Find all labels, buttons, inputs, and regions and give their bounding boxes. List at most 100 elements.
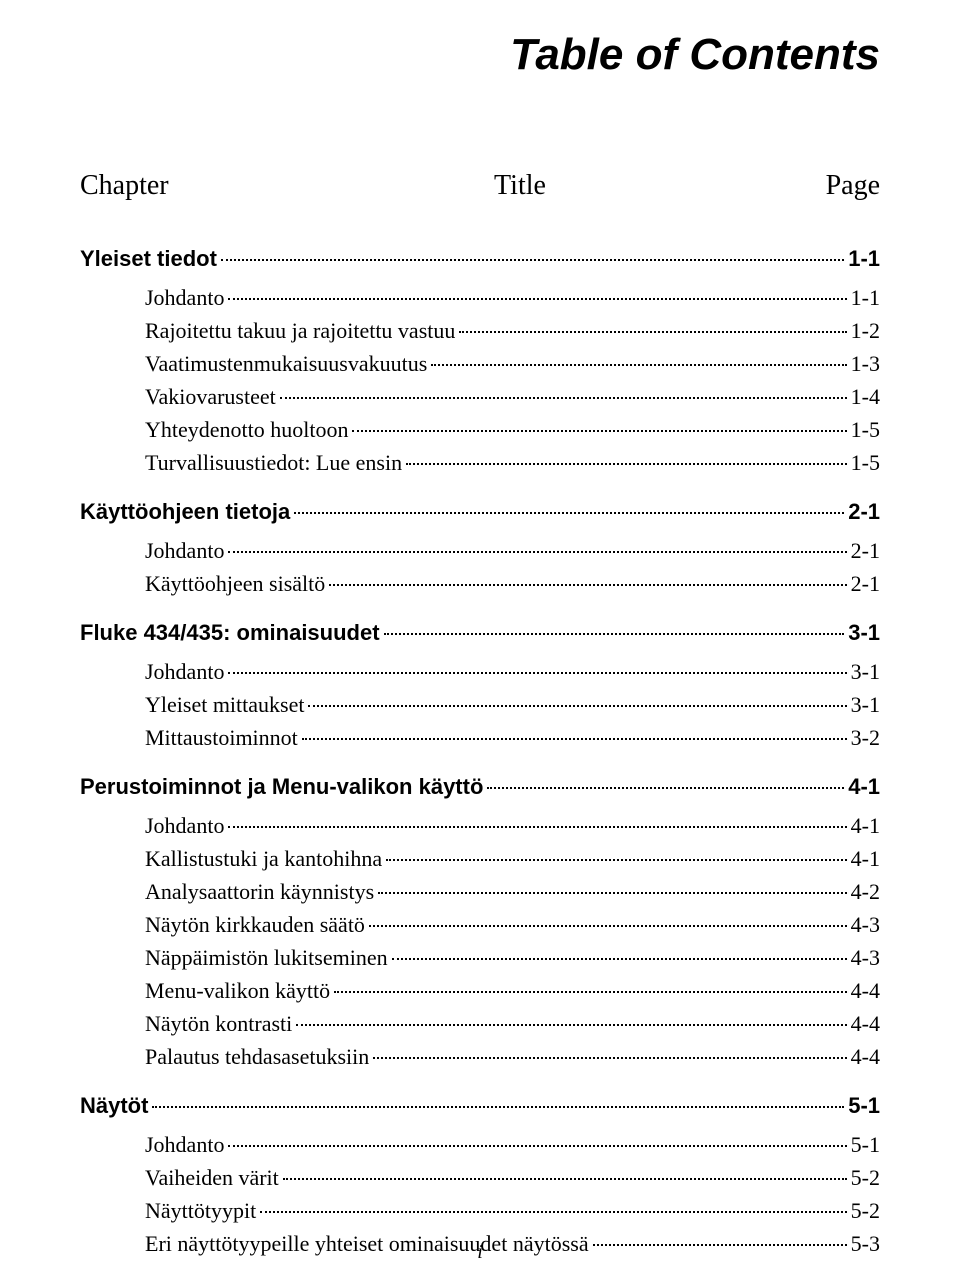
chapter-page: 3-1 — [848, 616, 880, 649]
toc-entry: Näyttötyypit 5-2 — [80, 1194, 880, 1227]
dot-leader — [329, 584, 846, 586]
chapter-page: 4-1 — [848, 770, 880, 803]
dot-leader — [228, 298, 846, 300]
entry-page: 1-5 — [851, 446, 880, 479]
dot-leader — [487, 787, 844, 789]
dot-leader — [152, 1106, 844, 1108]
entry-page: 4-1 — [851, 809, 880, 842]
toc-entry: Vaatimustenmukaisuusvakuutus 1-3 — [80, 347, 880, 380]
toc-entry: Käyttöohjeen sisältö2-1 — [80, 567, 880, 600]
toc-entry: Vakiovarusteet 1-4 — [80, 380, 880, 413]
toc-entry: Johdanto3-1 — [80, 655, 880, 688]
toc-entry: Palautus tehdasasetuksiin 4-4 — [80, 1040, 880, 1073]
entry-label: Yleiset mittaukset — [145, 688, 304, 721]
dot-leader — [384, 633, 845, 635]
entry-page: 2-1 — [851, 534, 880, 567]
entry-label: Menu-valikon käyttö — [145, 974, 330, 1007]
dot-leader — [280, 397, 847, 399]
entry-label: Palautus tehdasasetuksiin — [145, 1040, 369, 1073]
dot-leader — [378, 892, 847, 894]
chapter-page: 1-1 — [848, 242, 880, 275]
toc-entry: Johdanto 4-1 — [80, 809, 880, 842]
entry-page: 4-3 — [851, 941, 880, 974]
entry-page: 1-5 — [851, 413, 880, 446]
entry-page: 1-2 — [851, 314, 880, 347]
entry-label: Mittaustoiminnot — [145, 721, 298, 754]
entry-page: 5-2 — [851, 1194, 880, 1227]
chapter-label: Yleiset tiedot — [80, 242, 217, 275]
entry-label: Johdanto — [145, 809, 224, 842]
chapter-page: 2-1 — [848, 495, 880, 528]
chapter-label: Käyttöohjeen tietoja — [80, 495, 290, 528]
toc-entry: Turvallisuustiedot: Lue ensin 1-5 — [80, 446, 880, 479]
toc-entry: Yleiset mittaukset 3-1 — [80, 688, 880, 721]
header-chapter: Chapter — [80, 170, 280, 202]
header-page: Page — [760, 170, 880, 202]
toc-entry: Menu-valikon käyttö 4-4 — [80, 974, 880, 1007]
toc-entry: Kallistustuki ja kantohihna4-1 — [80, 842, 880, 875]
entry-label: Näyttötyypit — [145, 1194, 256, 1227]
entry-page: 1-3 — [851, 347, 880, 380]
entry-page: 4-3 — [851, 908, 880, 941]
page-title: Table of Contents — [80, 30, 880, 80]
entry-label: Johdanto — [145, 1128, 224, 1161]
chapter-row: Fluke 434/435: ominaisuudet 3-1 — [80, 616, 880, 649]
toc-entry: Näppäimistön lukitseminen 4-3 — [80, 941, 880, 974]
entry-label: Rajoitettu takuu ja rajoitettu vastuu — [145, 314, 455, 347]
chapter-label: Perustoiminnot ja Menu-valikon käyttö — [80, 770, 483, 803]
chapter-row: Näytöt5-1 — [80, 1089, 880, 1122]
dot-leader — [373, 1057, 846, 1059]
dot-leader — [406, 463, 847, 465]
entry-page: 3-2 — [851, 721, 880, 754]
dot-leader — [228, 672, 846, 674]
chapter-label: Fluke 434/435: ominaisuudet — [80, 616, 380, 649]
dot-leader — [431, 364, 846, 366]
page-number: i — [0, 1241, 960, 1264]
chapter-row: Käyttöohjeen tietoja 2-1 — [80, 495, 880, 528]
entry-page: 4-4 — [851, 974, 880, 1007]
entry-page: 1-1 — [851, 281, 880, 314]
toc-entry: Analysaattorin käynnistys 4-2 — [80, 875, 880, 908]
entry-label: Vaatimustenmukaisuusvakuutus — [145, 347, 427, 380]
toc-entry: Johdanto 1-1 — [80, 281, 880, 314]
entry-label: Johdanto — [145, 281, 224, 314]
entry-label: Analysaattorin käynnistys — [145, 875, 374, 908]
entry-label: Johdanto — [145, 534, 224, 567]
table-of-contents: Yleiset tiedot1-1Johdanto1-1Rajoitettu t… — [80, 242, 880, 1260]
sub-block: Johdanto4-1Kallistustuki ja kantohihna4-… — [80, 809, 880, 1073]
entry-label: Turvallisuustiedot: Lue ensin — [145, 446, 402, 479]
entry-label: Yhteydenotto huoltoon — [145, 413, 348, 446]
entry-page: 1-4 — [851, 380, 880, 413]
dot-leader — [228, 551, 846, 553]
dot-leader — [459, 331, 846, 333]
entry-page: 4-4 — [851, 1007, 880, 1040]
entry-page: 3-1 — [851, 688, 880, 721]
dot-leader — [369, 925, 847, 927]
dot-leader — [228, 826, 846, 828]
toc-entry: Johdanto 2-1 — [80, 534, 880, 567]
chapter-row: Perustoiminnot ja Menu-valikon käyttö 4-1 — [80, 770, 880, 803]
entry-page: 5-2 — [851, 1161, 880, 1194]
dot-leader — [302, 738, 847, 740]
entry-label: Vakiovarusteet — [145, 380, 276, 413]
toc-entry: Rajoitettu takuu ja rajoitettu vastuu 1-2 — [80, 314, 880, 347]
dot-leader — [260, 1211, 846, 1213]
toc-entry: Johdanto5-1 — [80, 1128, 880, 1161]
dot-leader — [392, 958, 847, 960]
dot-leader — [228, 1145, 846, 1147]
entry-page: 3-1 — [851, 655, 880, 688]
entry-label: Kallistustuki ja kantohihna — [145, 842, 382, 875]
entry-page: 4-2 — [851, 875, 880, 908]
dot-leader — [352, 430, 846, 432]
dot-leader — [334, 991, 847, 993]
chapter-label: Näytöt — [80, 1089, 148, 1122]
dot-leader — [386, 859, 847, 861]
entry-page: 2-1 — [851, 567, 880, 600]
dot-leader — [294, 512, 844, 514]
toc-header: Chapter Title Page — [80, 170, 880, 202]
entry-page: 4-4 — [851, 1040, 880, 1073]
sub-block: Johdanto1-1Rajoitettu takuu ja rajoitett… — [80, 281, 880, 479]
entry-label: Näppäimistön lukitseminen — [145, 941, 388, 974]
dot-leader — [221, 259, 844, 261]
toc-entry: Mittaustoiminnot 3-2 — [80, 721, 880, 754]
